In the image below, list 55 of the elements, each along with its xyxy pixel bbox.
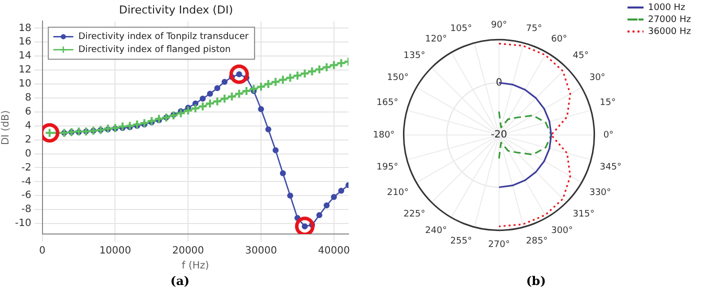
y-tick-label: -6: [21, 190, 32, 202]
x-axis-title: f (Hz): [182, 260, 210, 272]
legend-label: 27000 Hz: [648, 14, 692, 25]
x-tick-label: 30000: [245, 246, 277, 257]
y-tick-label: 16: [18, 36, 32, 48]
legend-label: Directivity index of Tonpilz transducer: [78, 32, 249, 42]
x-tick-label: 40000: [318, 246, 350, 257]
spoke-label: 270°: [488, 240, 510, 250]
y-tick-label: 14: [18, 50, 32, 62]
y-tick-label: -4: [21, 176, 32, 188]
spoke-label: 90°: [491, 20, 507, 31]
spoke-label: 285°: [526, 236, 548, 247]
y-axis-title: DI (dB): [0, 110, 12, 146]
legend-label: Directivity index of flanged piston: [78, 45, 231, 56]
spoke-label: 150°: [386, 72, 409, 83]
spoke-label: 330°: [589, 188, 612, 198]
text: (a): [170, 274, 190, 288]
y-tick-label: 8: [24, 92, 32, 104]
spoke-label: 225°: [404, 210, 426, 220]
spoke-label: 30°: [589, 72, 606, 83]
spoke-label: 345°: [600, 162, 622, 173]
spoke-label: 240°: [425, 226, 447, 236]
x-tick-label: 20000: [172, 246, 204, 257]
spoke-label: 255°: [450, 236, 472, 247]
spoke-label: 60°: [551, 34, 568, 45]
text: (b): [526, 274, 546, 288]
spoke-label: 0°: [603, 130, 614, 140]
y-tick-label: -2: [21, 162, 32, 174]
spoke-label: 195°: [376, 162, 398, 173]
y-tick-label: -10: [14, 218, 32, 230]
spoke-label: 105°: [450, 24, 472, 34]
spoke-label: 45°: [572, 51, 589, 62]
y-tick-label: 2: [24, 134, 32, 146]
y-tick-label: -8: [21, 204, 32, 216]
spoke-label: 210°: [386, 188, 409, 198]
legend-label: 1000 Hz: [648, 2, 686, 13]
y-tick-label: 6: [24, 106, 32, 118]
x-tick-label: 0: [39, 246, 46, 257]
y-tick-label: -20: [490, 130, 508, 141]
spoke-label: 165°: [376, 98, 398, 108]
y-tick-label: 10: [18, 78, 32, 90]
spoke-label: 300°: [551, 226, 573, 236]
y-tick-label: 18: [18, 22, 32, 34]
spoke-label: 120°: [425, 34, 447, 45]
y-tick-label: 0: [24, 148, 32, 160]
spoke-label: 315°: [572, 210, 594, 220]
y-tick-label: 12: [18, 64, 32, 76]
spoke-label: 135°: [404, 51, 426, 62]
x-tick-label: 10000: [99, 246, 132, 257]
spoke-label: 15°: [600, 98, 616, 108]
legend-label: 36000 Hz: [648, 26, 692, 37]
spoke-label: 75°: [526, 24, 542, 34]
chart-title: Directivity Index (DI): [119, 3, 233, 16]
y-tick-label: 4: [24, 120, 32, 132]
spoke-label: 180°: [372, 130, 395, 140]
